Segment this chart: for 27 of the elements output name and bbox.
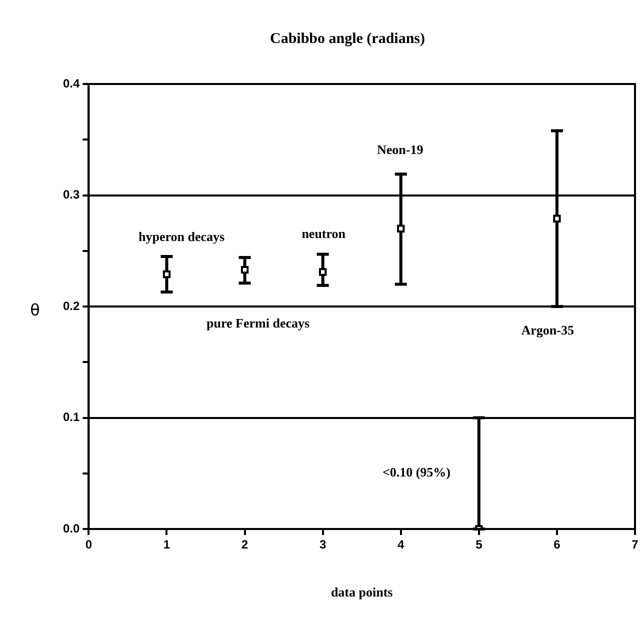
annotation: <0.10 (95%): [382, 464, 451, 480]
y-axis-title: θ: [30, 300, 40, 320]
annotation: Argon-35: [521, 322, 574, 338]
point: [553, 214, 561, 222]
annotation: hyperon decays: [138, 228, 225, 244]
x-tick-label: 1: [163, 538, 170, 552]
x-tick-label: 4: [398, 538, 405, 552]
point: [318, 268, 327, 276]
annotation: pure Fermi decays: [206, 316, 310, 331]
y-tick-label: 0.1: [62, 410, 80, 424]
point: [397, 224, 405, 232]
point: [162, 270, 171, 278]
y-tick-label: 0.2: [62, 298, 80, 313]
x-tick-label: 5: [476, 538, 483, 552]
x-tick-label: 0: [85, 538, 92, 552]
annotation: Neon-19: [376, 142, 424, 158]
chart-title: Cabibbo angle (radians): [270, 30, 426, 47]
point: [240, 266, 249, 274]
x-tick-label: 2: [241, 538, 248, 552]
y-tick-label: 0.0: [62, 521, 80, 536]
y-tick-label: 0.4: [62, 76, 80, 90]
x-tick-label: 3: [319, 538, 326, 552]
x-axis-title: data points: [330, 584, 393, 600]
x-tick-label: 6: [554, 538, 561, 552]
y-tick-label: 0.3: [62, 188, 80, 202]
annotation: neutron: [302, 226, 346, 241]
x-tick-label: 7: [632, 538, 639, 552]
